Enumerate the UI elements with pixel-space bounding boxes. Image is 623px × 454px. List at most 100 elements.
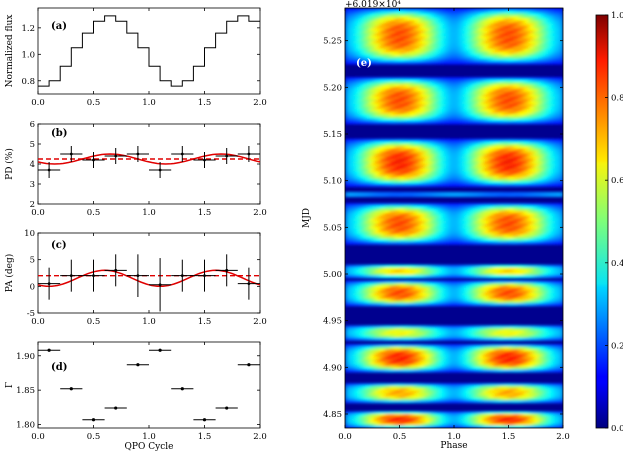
heatmap-cell <box>369 161 376 165</box>
heatmap-cell <box>523 275 529 279</box>
heatmap-cell <box>483 143 490 147</box>
heatmap-cell <box>369 173 376 177</box>
heatmap-cell <box>493 293 500 297</box>
heatmap-cell <box>384 233 391 238</box>
heatmap-cell <box>454 77 460 81</box>
heatmap-cell <box>404 173 411 177</box>
heatmap-cell <box>444 25 450 29</box>
heatmap-cell <box>434 300 440 304</box>
heatmap-cell <box>439 239 445 243</box>
heatmap-cell <box>478 46 485 50</box>
heatmap-cell <box>394 109 401 113</box>
heatmap-cell <box>364 116 371 120</box>
heatmap-cell <box>374 46 381 50</box>
heatmap-cell <box>399 89 406 93</box>
heatmap-cell <box>369 30 376 34</box>
heatmap-cell <box>444 79 450 83</box>
heatmap-cell <box>424 298 430 302</box>
heatmap-cell <box>503 94 510 98</box>
heatmap-cell <box>350 293 356 297</box>
heatmap-cell <box>503 158 510 162</box>
heatmap-cell <box>473 23 480 27</box>
heatmap-cell <box>429 106 435 110</box>
heatmap-cell <box>548 267 554 271</box>
heatmap-cell <box>414 351 420 355</box>
heatmap-cell <box>345 335 351 339</box>
heatmap-cell <box>389 146 396 150</box>
heatmap-cell <box>434 298 440 302</box>
heatmap-cell <box>434 156 440 160</box>
heatmap-cell <box>434 231 440 235</box>
heatmap-cell <box>488 364 495 368</box>
heatmap-cell <box>429 23 435 27</box>
heatmap-cell <box>414 161 420 165</box>
heatmap-cell <box>533 25 539 29</box>
heatmap-cell <box>439 285 445 289</box>
heatmap-cell <box>478 118 485 122</box>
heatmap-cell <box>523 151 529 155</box>
heatmap-cell <box>483 106 490 110</box>
heatmap-cell <box>538 84 544 88</box>
heatmap-cell <box>359 285 366 289</box>
heatmap-cell <box>483 58 490 62</box>
heatmap-cell <box>459 228 465 232</box>
heatmap-cell <box>478 272 485 276</box>
heatmap-cell <box>533 166 539 170</box>
heatmap-cell <box>389 183 396 187</box>
heatmap-cell <box>389 283 396 287</box>
heatmap-cell <box>409 151 415 155</box>
heatmap-cell <box>553 20 559 24</box>
heatmap-cell <box>399 183 406 187</box>
heatmap-cell <box>379 82 386 86</box>
heatmap-cell <box>439 48 445 52</box>
heatmap-cell <box>468 346 475 350</box>
heatmap-cell <box>379 153 386 157</box>
heatmap-cell <box>454 84 460 88</box>
heatmap-cell <box>483 330 490 334</box>
heatmap-cell <box>468 300 475 304</box>
heatmap-cell <box>463 275 470 279</box>
heatmap-cell <box>439 58 445 62</box>
heatmap-cell <box>533 176 539 180</box>
heatmap-cell <box>374 106 381 110</box>
heatmap-cell <box>513 151 520 155</box>
panel-d-xtick-label: 1.5 <box>198 432 212 442</box>
heatmap-cell <box>508 48 515 52</box>
heatmap-cell <box>473 168 480 172</box>
heatmap-cell <box>399 116 406 120</box>
heatmap-cell <box>394 82 401 86</box>
heatmap-cell <box>429 181 435 185</box>
heatmap-cell <box>513 109 520 113</box>
heatmap-cell <box>399 77 406 81</box>
heatmap-cell <box>488 33 495 37</box>
heatmap-cell <box>414 325 420 329</box>
heatmap-cell <box>548 349 554 353</box>
heatmap-cell <box>434 161 440 165</box>
heatmap-cell <box>384 30 391 34</box>
heatmap-cell <box>478 295 485 299</box>
heatmap-cell <box>345 300 351 304</box>
heatmap-cell <box>454 272 460 276</box>
heatmap-cell <box>424 351 430 355</box>
heatmap-cell <box>350 239 356 243</box>
heatmap-cell <box>459 28 465 32</box>
heatmap-cell <box>439 298 445 302</box>
heatmap-cell <box>463 48 470 52</box>
heatmap-cell <box>483 280 490 284</box>
heatmap-cell <box>508 176 515 180</box>
heatmap-cell <box>558 138 563 142</box>
heatmap-cell <box>503 141 510 145</box>
heatmap-cell <box>354 226 361 230</box>
heatmap-cell <box>429 158 435 162</box>
heatmap-cell <box>350 226 356 230</box>
heatmap-cell <box>488 226 495 230</box>
heatmap-cell <box>439 361 445 365</box>
heatmap-cell <box>513 96 520 100</box>
heatmap-cell <box>558 218 563 222</box>
heatmap-cell <box>488 171 495 175</box>
heatmap-cell <box>439 176 445 180</box>
heatmap-cell <box>414 210 420 214</box>
heatmap-cell <box>548 89 554 93</box>
heatmap-cell <box>503 228 510 232</box>
heatmap-cell <box>553 290 559 294</box>
